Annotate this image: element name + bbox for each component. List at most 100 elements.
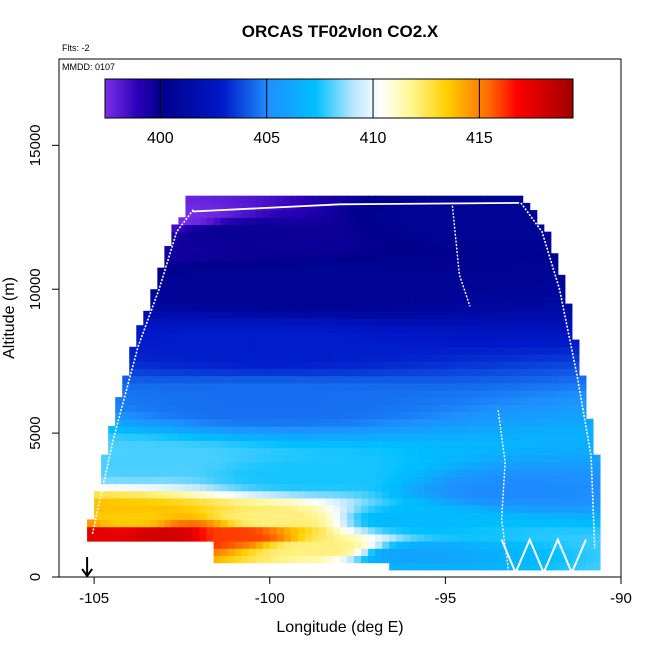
heatmap-cell-2 — [403, 562, 411, 571]
heatmap-cell-2685 — [332, 267, 341, 276]
heatmap-cell-2278 — [382, 318, 390, 326]
heatmap-cell-1296 — [325, 425, 334, 434]
heatmap-cell-2708 — [494, 267, 503, 276]
heatmap-cell-2565 — [304, 282, 313, 290]
heatmap-cell-705 — [115, 483, 123, 492]
heatmap-cell-3009 — [290, 224, 299, 233]
heatmap-cell-1069 — [185, 447, 194, 456]
heatmap-cell-1636 — [354, 389, 362, 398]
heatmap-cell-841 — [571, 476, 580, 485]
heatmap-cell-2993 — [178, 224, 187, 233]
heatmap-cell-1739 — [150, 375, 158, 384]
heatmap-cell-1211 — [213, 433, 222, 441]
heatmap-cell-1859 — [536, 368, 545, 377]
heatmap-cell-957 — [389, 461, 397, 470]
heatmap-cell-567 — [157, 497, 165, 506]
heatmap-cell-2980 — [466, 231, 475, 240]
heatmap-cell-1529 — [536, 404, 545, 413]
heatmap-cell-93 — [269, 548, 278, 557]
heatmap-cell-138 — [585, 548, 594, 557]
heatmap-cell-82 — [578, 555, 587, 564]
heatmap-cell-2807 — [403, 253, 411, 262]
heatmap-cell-2512 — [340, 289, 348, 298]
heatmap-cell-314 — [410, 526, 418, 535]
heatmap-cell-269 — [94, 526, 102, 535]
heatmap-cell-1263 — [578, 433, 587, 441]
heatmap-cell-3208 — [276, 195, 285, 204]
heatmap-cell-1154 — [297, 440, 306, 449]
heatmap-cell-1242 — [431, 433, 439, 441]
heatmap-cell-2599 — [543, 282, 552, 290]
heatmap-cell-1669 — [122, 382, 130, 391]
heatmap-cell-3201 — [227, 195, 236, 204]
heatmap-cell-280 — [171, 526, 180, 535]
heatmap-cell-259 — [536, 533, 545, 542]
heatmap-cell-2494 — [213, 289, 222, 298]
heatmap-cell-459 — [410, 512, 418, 521]
heatmap-cell-2997 — [206, 224, 215, 233]
heatmap-cell-3068 — [340, 217, 348, 226]
heatmap-cell-1699 — [332, 382, 341, 391]
heatmap-cell-311 — [389, 526, 397, 535]
heatmap-cell-2042 — [473, 346, 482, 355]
heatmap-cell-1932 — [150, 353, 158, 362]
heatmap-cell-650 — [234, 490, 243, 499]
heatmap-cell-3052 — [227, 217, 236, 226]
heatmap-cell-226 — [304, 533, 313, 542]
heatmap-cell-3103 — [234, 210, 243, 218]
heatmap-cell-1508 — [389, 404, 397, 413]
heatmap-cell-1528 — [529, 404, 538, 413]
heatmap-cell-432 — [220, 512, 229, 521]
heatmap-cell-1223 — [297, 433, 306, 441]
heatmap-cell-2887 — [192, 238, 201, 247]
heatmap-cell-1518 — [459, 404, 468, 413]
heatmap-cell-2850 — [311, 246, 320, 254]
heatmap-cell-1703 — [361, 382, 369, 391]
heatmap-cell-1118 — [529, 447, 538, 456]
heatmap-cell-1287 — [262, 425, 271, 434]
heatmap-cell-2394 — [347, 303, 355, 312]
heatmap-cell-359 — [213, 519, 222, 528]
heatmap-cell-2326 — [290, 310, 299, 319]
heatmap-cell-843 — [585, 476, 594, 485]
heatmap-cell-1978 — [473, 353, 482, 362]
heatmap-cell-279 — [164, 526, 173, 535]
heatmap-cell-2107 — [487, 339, 496, 348]
date-label: MMDD: 0107 — [62, 62, 115, 72]
heatmap-cell-2216 — [375, 325, 383, 333]
heatmap-cell-1248 — [473, 433, 482, 441]
heatmap-cell-2900 — [283, 238, 292, 247]
heatmap-cell-1212 — [220, 433, 229, 441]
heatmap-cell-1417 — [220, 411, 229, 420]
heatmap-cell-547 — [522, 505, 531, 513]
heatmap-cell-2434 — [206, 296, 215, 305]
heatmap-cell-1207 — [185, 433, 194, 441]
heatmap-cell-1420 — [241, 411, 250, 420]
heatmap-cell-2061 — [164, 339, 173, 348]
heatmap-cell-2864 — [410, 246, 418, 254]
x-tick-label--105: -105 — [79, 590, 109, 607]
heatmap-cell-2139 — [269, 332, 278, 341]
heatmap-cell-2153 — [368, 332, 376, 341]
heatmap-cell-1169 — [403, 440, 411, 449]
heatmap-cell-3046 — [185, 217, 194, 226]
heatmap-cell-550 — [543, 505, 552, 513]
heatmap-cell-1717 — [459, 382, 468, 391]
heatmap-cell-2461 — [396, 296, 404, 305]
heatmap-cell-2475 — [494, 296, 503, 305]
heatmap-cell-611 — [466, 497, 475, 506]
heatmap-cell-1629 — [304, 389, 313, 398]
heatmap-cell-2611 — [220, 274, 229, 283]
heatmap-cell-2467 — [438, 296, 446, 305]
heatmap-cell-124 — [487, 548, 496, 557]
heatmap-cell-483 — [578, 512, 587, 521]
heatmap-cell-1144 — [227, 440, 236, 449]
heatmap-cell-2618 — [269, 274, 278, 283]
heatmap-cell-2135 — [241, 332, 250, 341]
heatmap-cell-233 — [354, 533, 362, 542]
heatmap-cell-417 — [115, 512, 123, 521]
heatmap-cell-2094 — [396, 339, 404, 348]
heatmap-cell-2608 — [199, 274, 208, 283]
heatmap-cell-806 — [325, 476, 334, 485]
heatmap-cell-712 — [164, 483, 173, 492]
